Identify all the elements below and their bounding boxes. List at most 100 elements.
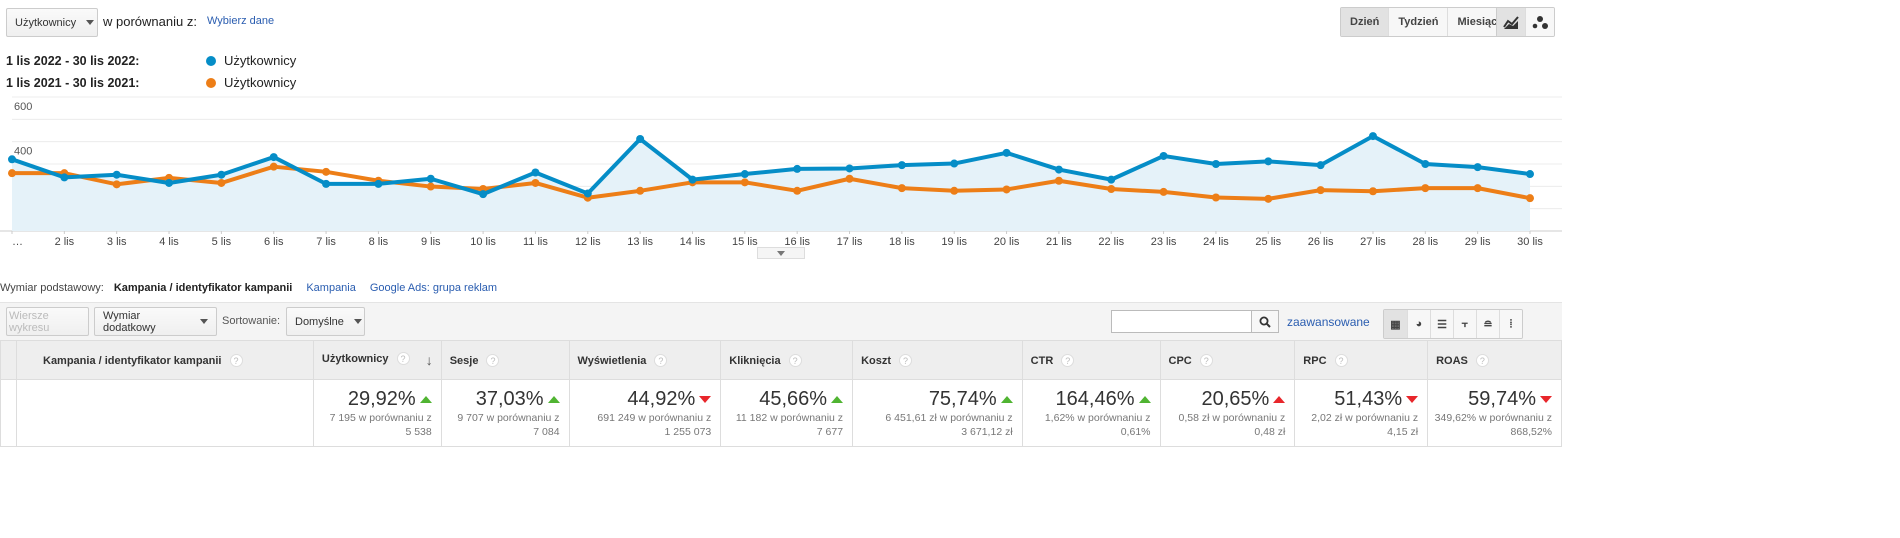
- help-icon[interactable]: ?: [1199, 353, 1213, 367]
- x-tick-label: 21 lis: [1046, 236, 1072, 248]
- data-point: [1421, 160, 1430, 168]
- x-tick-label: 30 lis: [1517, 236, 1543, 248]
- table-search-input[interactable]: [1111, 310, 1252, 333]
- comparison-view-icon[interactable]: ⫟: [1453, 310, 1476, 338]
- search-icon: [1259, 316, 1271, 328]
- data-point: [374, 179, 383, 188]
- column-header-0[interactable]: Użytkownicy? ↓: [312, 340, 442, 380]
- data-point: [1316, 161, 1325, 170]
- chevron-down-icon: [777, 250, 785, 256]
- pie-view-icon[interactable]: ◕: [1407, 310, 1430, 338]
- help-icon[interactable]: ?: [229, 353, 243, 367]
- series-line-previous: [12, 164, 1531, 201]
- x-tick-label: 25 lis: [1255, 236, 1281, 248]
- plot-rows-button[interactable]: Wiersze wykresu: [6, 307, 89, 336]
- period-week-button[interactable]: Tydzień: [1388, 8, 1448, 36]
- data-point: [1211, 193, 1220, 202]
- chevron-down-icon: [86, 20, 95, 25]
- dimension-option-campaign[interactable]: Kampania: [306, 282, 356, 294]
- data-point: [1316, 186, 1325, 195]
- column-header-1[interactable]: Sesje?: [440, 340, 570, 380]
- data-point: [1368, 132, 1377, 141]
- select-all-checkbox[interactable]: [0, 340, 17, 380]
- legend-previous: 1 lis 2021 - 30 lis 2021: Użytkownicy: [6, 75, 297, 90]
- data-point: [1107, 185, 1116, 194]
- data-table: Kampania / identyfikator kampanii? Użytk…: [0, 340, 1562, 447]
- data-point: [479, 190, 488, 199]
- column-header-6[interactable]: CPC?: [1159, 340, 1296, 380]
- sort-desc-icon[interactable]: ↓: [425, 352, 433, 368]
- data-point: [1054, 165, 1063, 174]
- help-icon[interactable]: ?: [1061, 353, 1075, 367]
- column-header-2[interactable]: Wyświetlenia?: [568, 340, 722, 380]
- x-tick-label: 8 lis: [369, 236, 389, 248]
- column-header-8[interactable]: ROAS?: [1427, 340, 1562, 380]
- column-header-7[interactable]: RPC?: [1294, 340, 1429, 380]
- x-tick-label: 29 lis: [1465, 236, 1491, 248]
- sort-select[interactable]: Domyślne: [286, 307, 365, 336]
- total-cell: 164,46% 1,62% w porównaniu z 0,61%: [1021, 379, 1161, 447]
- series-area-current: [12, 136, 1530, 231]
- data-point: [217, 178, 226, 187]
- table-view-icon[interactable]: ▦: [1384, 310, 1407, 338]
- column-header-4[interactable]: Koszt?: [852, 340, 1023, 380]
- data-point: [793, 164, 802, 173]
- help-icon[interactable]: ?: [1334, 353, 1348, 367]
- advanced-filter-link[interactable]: zaawansowane: [1287, 315, 1370, 329]
- compare-label: w porównaniu z:: [103, 14, 197, 29]
- column-header-3[interactable]: Kliknięcia?: [720, 340, 854, 380]
- line-chart-icon[interactable]: [1497, 8, 1525, 36]
- data-point: [1421, 184, 1430, 193]
- help-icon[interactable]: ?: [788, 353, 802, 367]
- column-header-5[interactable]: CTR?: [1021, 340, 1161, 380]
- x-tick-label: 12 lis: [575, 236, 601, 248]
- performance-view-icon[interactable]: ☰: [1430, 310, 1453, 338]
- table-header-row: Kampania / identyfikator kampanii? Użytk…: [0, 340, 1562, 380]
- help-icon[interactable]: ?: [486, 353, 500, 367]
- table-view-toggle: ▦ ◕ ☰ ⫟ ≘ ⦙: [1383, 309, 1523, 339]
- y-tick-label: 600: [14, 101, 32, 113]
- total-cell: 59,74% 349,62% w porównaniu z 868,52%: [1427, 379, 1562, 447]
- x-tick-label: 16 lis: [784, 236, 810, 248]
- term-cloud-view-icon[interactable]: ≘: [1476, 310, 1499, 338]
- data-point: [269, 153, 278, 162]
- x-tick-label: 15 lis: [732, 236, 758, 248]
- data-point: [740, 170, 749, 179]
- period-day-button[interactable]: Dzień: [1341, 8, 1389, 36]
- arrow-up-icon: [547, 396, 560, 403]
- x-tick-label: 22 lis: [1098, 236, 1124, 248]
- dimension-option-adgroup[interactable]: Google Ads: grupa reklam: [369, 282, 498, 294]
- metric-select[interactable]: Użytkownicy: [6, 8, 98, 37]
- data-point: [165, 178, 174, 187]
- pivot-view-icon[interactable]: ⦙: [1499, 310, 1522, 338]
- period-toggle: Dzień Tydzień Miesiąc: [1340, 7, 1508, 37]
- data-point: [1526, 170, 1534, 179]
- x-tick-label: 10 lis: [470, 236, 496, 248]
- x-tick-label: 13 lis: [627, 236, 653, 248]
- sort-label: Sortowanie:: [222, 315, 281, 327]
- help-icon[interactable]: ?: [899, 353, 913, 367]
- arrow-up-icon: [1273, 396, 1286, 403]
- x-tick-label: 18 lis: [889, 236, 915, 248]
- x-tick-label: 9 lis: [421, 236, 441, 248]
- collapse-chart-handle[interactable]: [757, 247, 805, 259]
- data-point: [636, 186, 645, 195]
- data-point: [60, 173, 69, 182]
- search-button[interactable]: [1251, 310, 1279, 333]
- motion-chart-icon[interactable]: [1525, 8, 1554, 36]
- legend-dot-blue: [206, 55, 216, 66]
- help-icon[interactable]: ?: [654, 353, 668, 367]
- help-icon[interactable]: ?: [1475, 353, 1489, 367]
- data-point: [950, 186, 959, 195]
- column-header-campaign[interactable]: Kampania / identyfikator kampanii?: [16, 340, 314, 380]
- data-point: [1054, 176, 1063, 185]
- table-toolbar: [0, 302, 1562, 340]
- data-point: [950, 159, 959, 168]
- secondary-dimension-select[interactable]: Wymiar dodatkowy: [94, 307, 217, 336]
- choose-data-link[interactable]: Wybierz dane: [207, 15, 275, 27]
- help-icon[interactable]: ?: [396, 352, 410, 365]
